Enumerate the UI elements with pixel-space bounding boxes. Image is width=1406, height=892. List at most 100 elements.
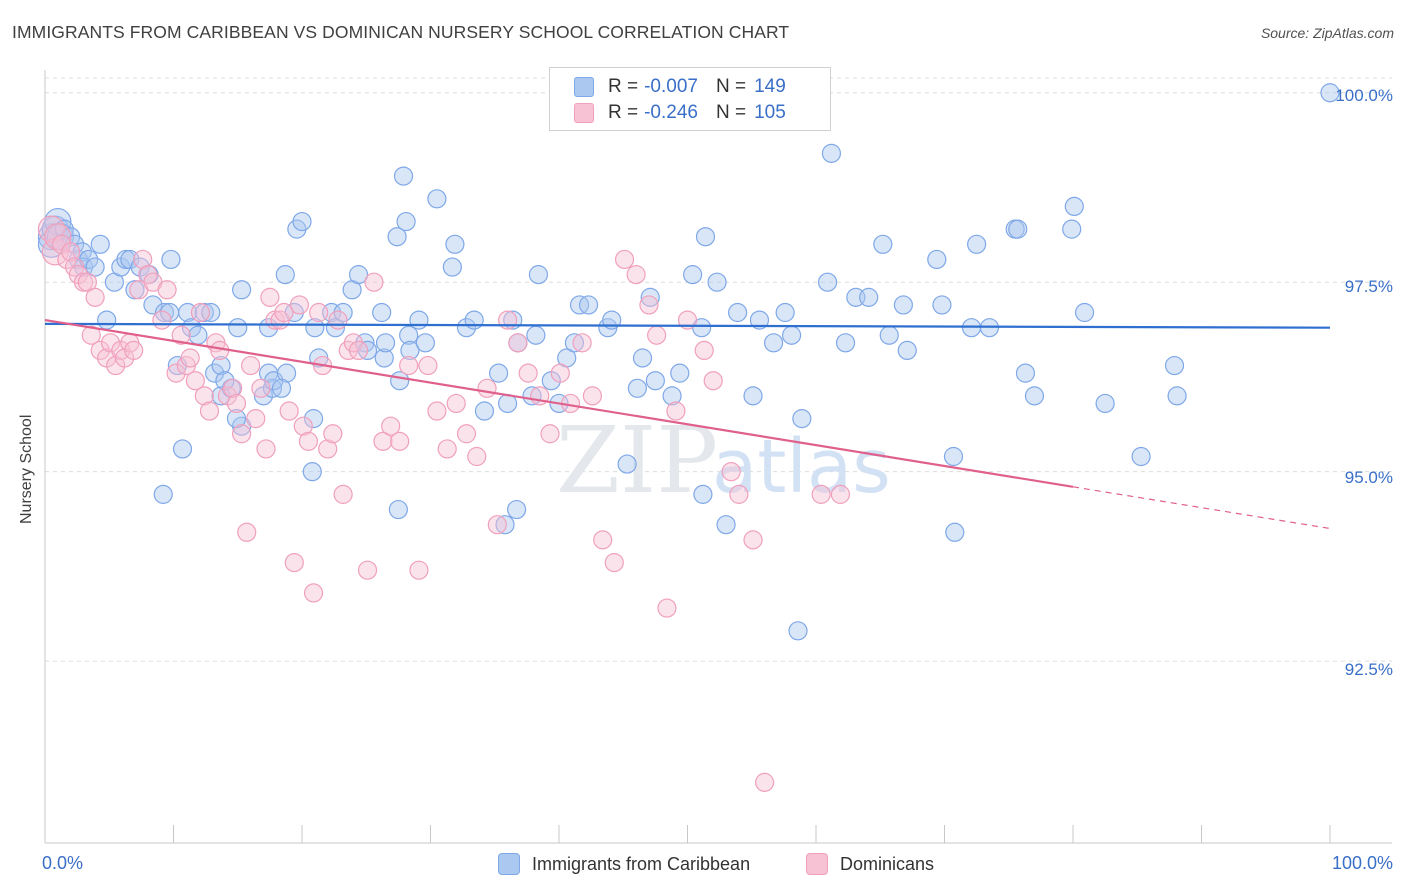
data-point [166,363,186,383]
data-point [399,355,419,376]
data-point [201,302,221,323]
data-point [879,325,899,345]
data-point [550,363,570,383]
data-point [357,560,378,580]
data-point [1131,446,1151,467]
data-point [85,257,105,277]
data-point [442,257,462,277]
data-point [1015,363,1036,383]
data-point [400,340,420,361]
data-point [540,424,560,444]
data-point [61,242,81,262]
chart-source: Source: ZipAtlas.com [1260,25,1394,41]
data-point [456,424,477,444]
data-point [572,333,592,353]
data-point [703,371,723,391]
data-point [763,333,784,353]
data-point [694,340,714,361]
trend-lines [44,319,1331,530]
data-point [456,318,477,338]
y-tick-label-100: 100.0% [1335,86,1393,105]
trend-line-extension-1 [1072,486,1331,530]
data-point [124,340,144,361]
data-point [873,234,893,254]
data-point [640,287,660,307]
data-point [508,333,528,353]
data-point [232,424,252,444]
legend-n-label: N = [715,76,747,97]
data-point [695,227,716,247]
data-point [489,363,509,383]
data-point [707,272,727,292]
bottom-legend-caribbean: Immigrants from Caribbean [498,852,750,876]
data-point [279,401,299,421]
data-point [393,166,414,186]
data-point [303,409,324,429]
stats-legend: R = -0.007 N = 149 R = -0.246 N = 105 [549,67,831,131]
data-point [526,325,546,345]
data-point [185,371,205,391]
data-point [373,431,393,451]
data-point [518,363,538,383]
data-point [305,318,325,338]
x-tick-label-max: 100.0% [1331,853,1393,873]
data-point [932,295,952,315]
data-point [788,621,808,641]
data-point [792,409,812,429]
data-point [298,431,319,451]
data-point [445,234,465,254]
data-point [657,598,677,618]
watermark-atlas: atlas [712,424,891,510]
watermark: ZIP atlas [556,407,891,514]
data-point [943,446,964,467]
data-point [293,416,313,436]
data-point [647,325,667,345]
data-point [859,287,879,307]
data-point [364,272,384,292]
data-point [85,287,105,307]
series-dominicans [37,215,851,792]
data-point [614,249,635,270]
legend-row-caribbean: R = -0.007 N = 149 [574,75,786,99]
data-point [683,265,703,285]
data-point [396,211,416,232]
data-point [325,318,346,338]
series-caribbean [37,83,1340,641]
data-point [821,143,842,163]
data-point [90,234,110,254]
data-point [495,515,515,535]
data-point [276,363,297,383]
data-point [226,393,247,414]
data-point [1164,355,1185,376]
data-point [188,325,208,345]
data-point [309,302,329,323]
legend-n-value: 149 [754,76,786,97]
data-point [199,401,220,421]
bottom-legend-swatch-dominicans [806,853,828,875]
data-point [1167,386,1187,406]
data-point [100,333,121,353]
data-point [1008,219,1028,239]
data-point [211,386,231,406]
data-point [1320,83,1340,103]
data-point [945,522,965,542]
axes [44,70,1392,844]
data-point [582,386,603,406]
data-point [564,333,585,353]
data-point [893,295,913,315]
data-point [348,340,369,361]
data-point [743,530,763,550]
data-point [749,310,770,330]
data-point [190,302,211,323]
data-point [437,439,457,459]
data-point [927,249,947,270]
data-point [1062,219,1082,239]
data-point [323,424,343,444]
data-point [409,560,429,580]
data-point [258,318,279,338]
data-point [754,772,775,792]
data-point [215,371,235,391]
legend-n-value: 105 [754,102,786,123]
data-point [171,325,191,345]
